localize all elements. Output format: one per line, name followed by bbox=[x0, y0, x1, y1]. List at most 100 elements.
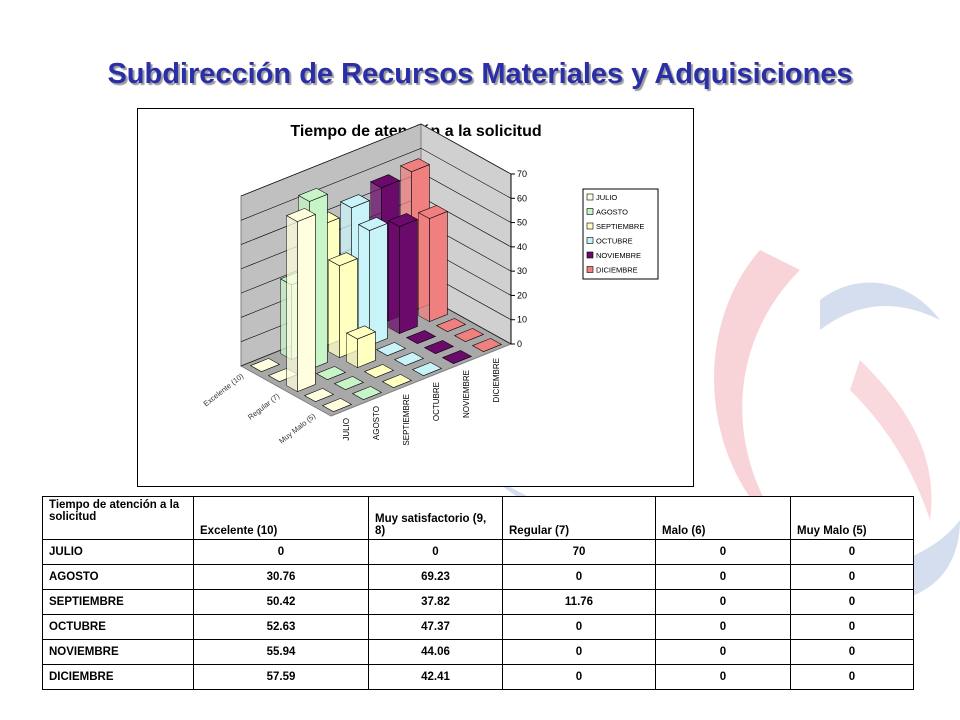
bar bbox=[411, 362, 443, 376]
header-cell: Excelente (10) bbox=[193, 496, 369, 540]
value-cell: 30.76 bbox=[193, 564, 369, 590]
series-axis-label: OCTUBRE bbox=[432, 382, 441, 421]
bar bbox=[375, 342, 407, 356]
legend-swatch bbox=[586, 222, 594, 230]
bar-top-face bbox=[363, 364, 395, 378]
value-cell: 52.63 bbox=[193, 614, 369, 640]
bar-left-face bbox=[286, 215, 298, 393]
y-tick-label: 30 bbox=[517, 266, 527, 276]
bar-front-face bbox=[429, 210, 448, 323]
bar bbox=[345, 325, 377, 369]
y-tick-label: 70 bbox=[517, 169, 527, 179]
bar bbox=[363, 364, 395, 378]
bar-top-face bbox=[345, 325, 377, 340]
value-cell: 69.23 bbox=[368, 564, 503, 590]
bar bbox=[249, 358, 281, 372]
value-cell: 0 bbox=[790, 539, 914, 565]
table-row: NOVIEMBRE 55.94 44.06 0 0 0 bbox=[42, 639, 914, 665]
legend-label: AGOSTO bbox=[596, 208, 628, 217]
bar-left-face bbox=[388, 220, 400, 335]
chart: Tiempo de atención a la solicitud 010203… bbox=[137, 108, 694, 487]
legend-label: OCTUBRE bbox=[596, 237, 633, 246]
y-tick-label: 40 bbox=[517, 242, 527, 252]
legend-box bbox=[582, 188, 659, 280]
bar-top-face bbox=[393, 352, 425, 366]
bar-top-face bbox=[315, 366, 347, 380]
value-cell: 55.94 bbox=[193, 639, 369, 665]
value-cell: 70 bbox=[502, 539, 656, 565]
value-cell: 47.37 bbox=[368, 614, 503, 640]
value-cell: 0 bbox=[790, 564, 914, 590]
bar bbox=[387, 213, 419, 335]
value-cell: 0 bbox=[502, 564, 656, 590]
bar bbox=[321, 398, 353, 412]
bar-top-face bbox=[327, 252, 359, 267]
value-cell: 50.42 bbox=[193, 589, 369, 615]
legend-swatch bbox=[586, 208, 594, 215]
bar-top-face bbox=[423, 340, 455, 354]
value-cell: 0 bbox=[655, 539, 791, 565]
bar-top-face bbox=[339, 194, 371, 209]
value-cell: 0 bbox=[790, 614, 914, 640]
bar-top-face bbox=[381, 374, 413, 388]
bar-front-face bbox=[369, 222, 388, 347]
bar-front-face bbox=[399, 218, 418, 335]
bar-top-face bbox=[369, 174, 401, 189]
y-tick-label: 0 bbox=[517, 339, 522, 349]
value-cell: 0 bbox=[655, 614, 791, 640]
bar bbox=[441, 350, 473, 364]
bar bbox=[417, 205, 449, 323]
value-cell: 0 bbox=[790, 664, 914, 690]
value-cell: 0 bbox=[790, 639, 914, 665]
bar-front-face bbox=[297, 213, 316, 393]
value-cell: 0 bbox=[502, 639, 656, 665]
bar-left-face bbox=[418, 212, 430, 323]
row-label: OCTUBRE bbox=[42, 614, 194, 640]
bar-top-face bbox=[405, 330, 437, 344]
legend-swatch bbox=[586, 251, 594, 259]
bar bbox=[333, 376, 365, 390]
bar bbox=[357, 217, 389, 347]
category-axis-label: Excelente (10) bbox=[202, 371, 246, 408]
bar-top-face bbox=[387, 213, 419, 227]
y-tick-label: 60 bbox=[517, 193, 527, 203]
bar bbox=[303, 388, 335, 402]
bar-top-face bbox=[435, 318, 467, 332]
bar-top-face bbox=[441, 350, 473, 364]
series-axis-label: SEPTIEMBRE bbox=[402, 394, 411, 446]
series-axis-label: AGOSTO bbox=[372, 406, 381, 440]
header-cell: Muy Malo (5) bbox=[790, 496, 914, 540]
bar-top-face bbox=[321, 398, 353, 412]
header-cell: Malo (6) bbox=[655, 496, 791, 540]
table-row: JULIO 0 0 70 0 0 bbox=[42, 539, 914, 565]
bar bbox=[423, 340, 455, 354]
bar-top-face bbox=[471, 338, 503, 352]
legend-label: SEPTIEMBRE bbox=[596, 222, 644, 231]
bar-top-face bbox=[399, 158, 431, 173]
value-cell: 11.76 bbox=[502, 589, 656, 615]
table-row: OCTUBRE 52.63 47.37 0 0 0 bbox=[42, 614, 914, 640]
value-cell: 42.41 bbox=[368, 664, 503, 690]
bar-top-face bbox=[333, 376, 365, 390]
value-cell: 0 bbox=[655, 664, 791, 690]
legend-swatch bbox=[586, 237, 594, 244]
value-cell: 0 bbox=[655, 564, 791, 590]
series-axis-label: DICIEMBRE bbox=[492, 358, 501, 402]
y-tick-label: 50 bbox=[517, 218, 527, 228]
header-cell: Regular (7) bbox=[502, 496, 656, 540]
value-cell: 0 bbox=[368, 539, 503, 565]
legend-label: DICIEMBRE bbox=[596, 266, 638, 275]
bar bbox=[351, 386, 383, 400]
bar bbox=[471, 338, 503, 352]
series-axis-label: NOVIEMBRE bbox=[462, 370, 471, 418]
grid-line bbox=[240, 123, 512, 197]
bar-top-face bbox=[303, 388, 335, 402]
row-label: AGOSTO bbox=[42, 564, 194, 590]
bar-top-face bbox=[375, 342, 407, 356]
bar bbox=[285, 208, 317, 393]
value-cell: 0 bbox=[193, 539, 369, 565]
value-cell: 57.59 bbox=[193, 664, 369, 690]
y-tick-label: 10 bbox=[517, 315, 527, 325]
bar bbox=[381, 374, 413, 388]
